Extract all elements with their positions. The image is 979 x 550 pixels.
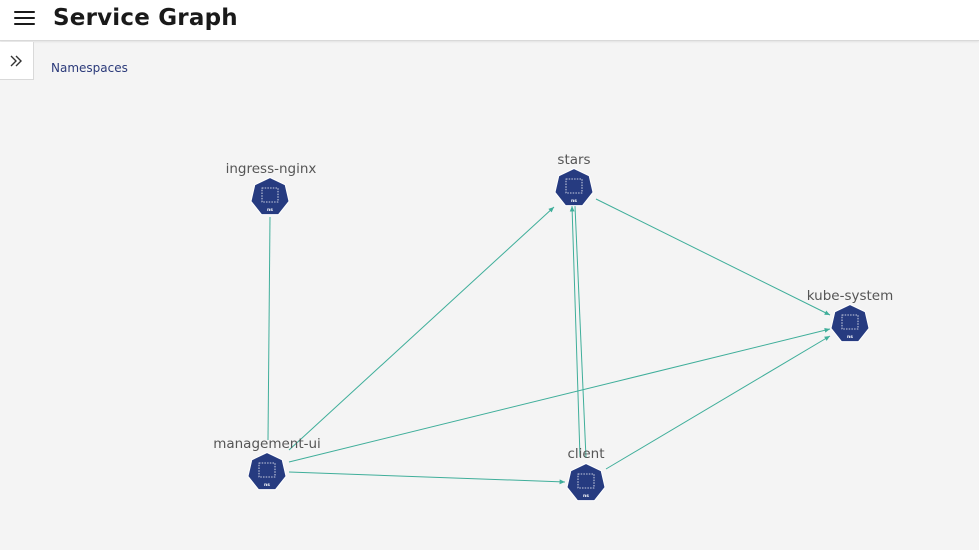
node-label: stars <box>557 152 590 168</box>
node-label: management-ui <box>213 436 321 452</box>
edge-stars-to-client <box>574 205 587 459</box>
node-management-ui[interactable]: management-ui ns <box>213 436 321 491</box>
node-badge: ns <box>267 208 273 213</box>
node-label: kube-system <box>807 288 894 304</box>
nodes-layer: ingress-nginxnsstarsnskube-systemnsmanag… <box>213 152 894 502</box>
node-badge: ns <box>571 199 577 204</box>
node-badge: ns <box>847 335 853 340</box>
namespace-icon: ns <box>830 304 870 343</box>
edge-management-ui-to-kube-system <box>288 327 831 463</box>
top-bar: Service Graph <box>0 0 979 41</box>
node-label: ingress-nginx <box>226 161 317 177</box>
edge-stars-to-kube-system <box>595 198 831 316</box>
node-label: client <box>567 446 604 462</box>
edge-management-ui-to-stars <box>288 206 555 451</box>
edge-management-ui-to-client <box>288 471 566 485</box>
node-ingress-nginx[interactable]: ingress-nginx ns <box>226 161 317 216</box>
namespace-icon: ns <box>554 168 594 207</box>
edge-client-to-kube-system <box>605 335 831 470</box>
breadcrumb-namespaces[interactable]: Namespaces <box>51 61 128 75</box>
node-badge: ns <box>264 483 270 488</box>
node-badge: ns <box>583 494 589 499</box>
edge-client-to-stars <box>569 205 581 458</box>
hamburger-menu-icon[interactable] <box>14 9 36 27</box>
expand-sidebar-button[interactable] <box>0 42 34 80</box>
node-stars[interactable]: stars ns <box>554 152 594 207</box>
namespace-icon: ns <box>566 463 606 502</box>
edge-management-ui-to-ingress-nginx <box>267 216 271 441</box>
node-kube-system[interactable]: kube-system ns <box>807 288 894 343</box>
double-chevron-right-icon <box>10 55 22 67</box>
namespace-icon: ns <box>250 177 290 216</box>
page-title: Service Graph <box>53 5 238 31</box>
edges-layer <box>267 198 831 485</box>
node-client[interactable]: client ns <box>566 446 606 502</box>
namespace-icon: ns <box>247 452 287 491</box>
